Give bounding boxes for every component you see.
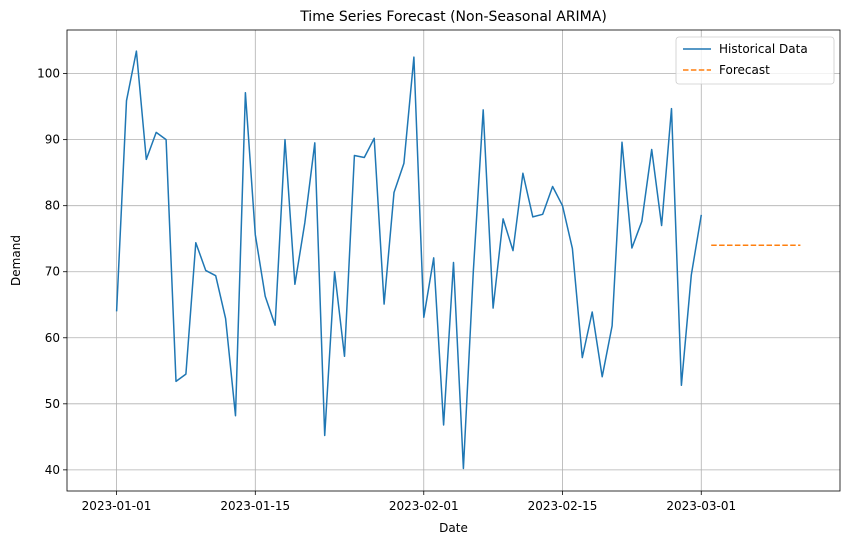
y-tick-label: 50	[45, 397, 60, 411]
x-tick-label: 2023-02-15	[528, 499, 598, 513]
legend-label: Historical Data	[719, 42, 808, 56]
legend-box	[675, 36, 835, 85]
legend-label: Forecast	[719, 63, 770, 77]
historical-data-line	[115, 50, 703, 470]
chart-title: Time Series Forecast (Non-Seasonal ARIMA…	[299, 9, 607, 25]
legend: Historical Data Forecast	[675, 36, 835, 85]
y-tick-label: 60	[45, 331, 60, 345]
x-tick-label: 2023-01-01	[82, 499, 152, 513]
x-axis-label: Date	[439, 521, 468, 535]
x-tick-label: 2023-02-01	[389, 499, 459, 513]
grid-lines	[67, 30, 840, 491]
plot-frame	[66, 29, 841, 492]
series-layer	[115, 50, 801, 470]
y-axis: 40 50 60 70 80 90 100	[37, 67, 67, 477]
y-tick-label: 100	[37, 67, 60, 81]
y-tick-label: 40	[45, 463, 60, 477]
y-axis-label: Demand	[9, 235, 23, 286]
y-tick-label: 70	[45, 265, 60, 279]
y-tick-label: 90	[45, 133, 60, 147]
y-tick-label: 80	[45, 199, 60, 213]
x-tick-label: 2023-03-01	[666, 499, 736, 513]
x-axis: 2023-01-01 2023-01-15 2023-02-01 2023-02-15…	[82, 491, 736, 513]
x-tick-label: 2023-01-15	[220, 499, 290, 513]
